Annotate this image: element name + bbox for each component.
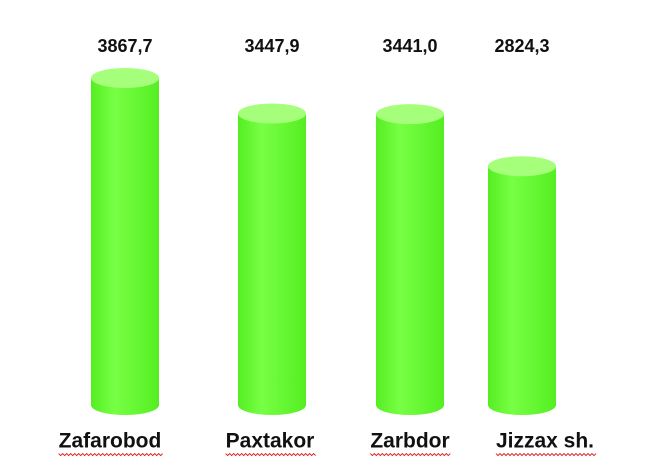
spell-underline xyxy=(495,452,597,457)
value-label: 3441,0 xyxy=(382,36,437,56)
x-tick-label: Paxtakor xyxy=(226,430,315,453)
bar-top xyxy=(91,68,159,88)
bar-top xyxy=(488,156,556,177)
x-tick-label: Zafarobod xyxy=(59,430,162,453)
x-tick-label: Zarbdor xyxy=(370,430,449,453)
spell-underline xyxy=(225,452,316,457)
bar-top xyxy=(238,103,306,124)
bar xyxy=(91,78,159,415)
bar xyxy=(238,113,306,416)
bar xyxy=(376,114,444,416)
x-tick-label: Jizzax sh. xyxy=(496,430,594,453)
value-label: 2824,3 xyxy=(494,36,549,56)
bar-top xyxy=(376,104,444,125)
spell-underline xyxy=(369,452,451,457)
value-label: 3447,9 xyxy=(244,36,299,56)
bar xyxy=(488,166,556,415)
spell-underline xyxy=(58,452,164,457)
value-label: 3867,7 xyxy=(97,36,152,56)
